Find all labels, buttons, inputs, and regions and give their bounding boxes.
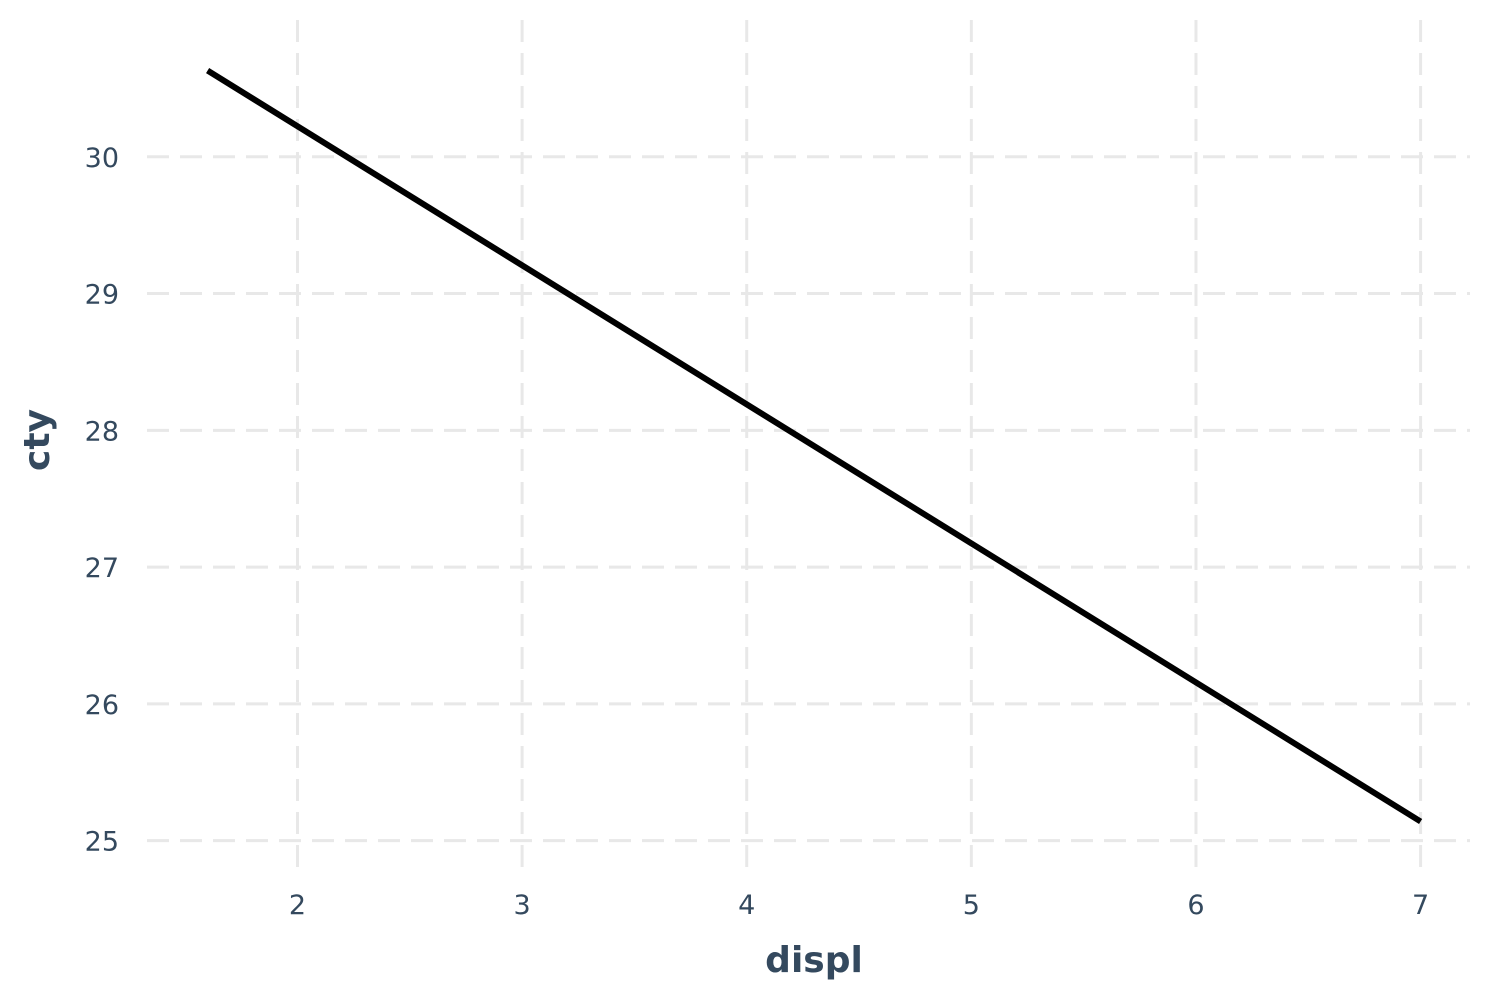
y-axis-title: cty <box>17 409 58 471</box>
y-tick-label-28: 28 <box>85 416 119 447</box>
x-axis-tick-labels: 2 3 4 5 6 7 <box>289 890 1429 921</box>
x-tick-label-3: 3 <box>514 890 531 921</box>
horizontal-grid-lines <box>147 155 1470 843</box>
vertical-grid-lines <box>295 20 1423 868</box>
x-tick-label-7: 7 <box>1412 890 1429 921</box>
x-tick-label-6: 6 <box>1187 890 1204 921</box>
x-axis-title: displ <box>765 940 863 981</box>
x-tick-label-5: 5 <box>963 890 980 921</box>
series-layer <box>206 68 1423 825</box>
x-tick-label-4: 4 <box>738 890 755 921</box>
x-tick-label-2: 2 <box>289 890 306 921</box>
y-tick-label-29: 29 <box>85 280 119 311</box>
y-tick-label-26: 26 <box>85 690 119 721</box>
y-axis-tick-labels: 25 26 27 28 29 30 <box>85 143 119 858</box>
y-tick-label-27: 27 <box>85 553 119 584</box>
y-tick-label-30: 30 <box>85 143 119 174</box>
series-line-0 <box>206 68 1423 825</box>
y-tick-label-25: 25 <box>85 827 119 858</box>
